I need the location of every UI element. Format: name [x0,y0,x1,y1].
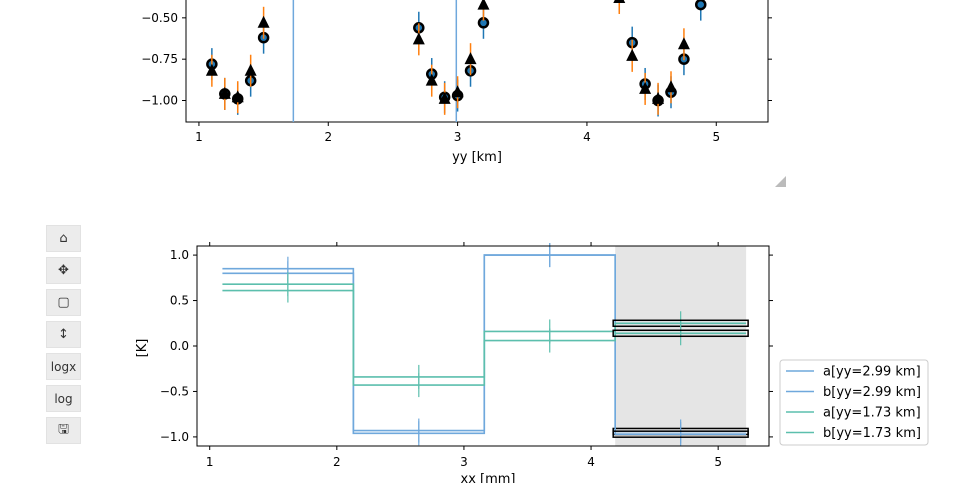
move-icon: ✥ [58,263,69,278]
data-point-triangle [464,52,477,65]
data-point-triangle [626,48,639,61]
pan-button[interactable]: ✥ [46,257,81,284]
legend-box [779,359,929,446]
x-tick-label: 2 [333,455,341,469]
x-tick-label: 3 [460,455,468,469]
highlighted-segment [612,329,749,338]
data-point-triangle [257,15,270,28]
y-tick-label: 1.0 [170,248,189,262]
legend-label: a[yy=1.73 km] [823,406,921,421]
y-tick-label: −0.50 [141,11,178,25]
home-button[interactable]: ⌂ [46,225,81,252]
save-icon: 🖫 [57,421,70,437]
zoom-button[interactable]: ▢ [46,289,81,316]
data-point-triangle [438,91,451,104]
x-tick-label: 2 [324,130,332,144]
top-plot-frame [185,0,769,123]
data-point-triangle [613,0,626,3]
x-tick-label: 1 [195,130,203,144]
data-point-triangle [205,63,218,76]
home-icon: ⌂ [59,231,68,246]
data-point-triangle [218,86,231,99]
data-point-triangle [665,80,677,93]
data-point-circle [694,0,707,11]
data-point-triangle [425,73,438,86]
x-tick-label: 1 [206,455,214,469]
y-tick-label: −0.5 [160,384,189,398]
save-button[interactable]: 🖫 [46,417,81,444]
x-tick-label: 5 [712,130,720,144]
data-point-triangle [244,63,257,76]
y-tick-label: −1.00 [141,94,178,108]
y-tick-label: 0.0 [170,339,189,353]
x-tick-label: 5 [714,455,722,469]
legend-label: b[yy=2.99 km] [823,385,921,400]
resize-grip-icon[interactable] [775,176,786,187]
y-tick-label: 0.5 [170,294,189,308]
log-button-label: log [54,391,73,406]
data-point-triangle [677,37,690,50]
vertical-arrows-icon: ↕ [58,327,69,342]
bottom-plot: 1 2 3 4 5 1.0 0.5 0.0 −0.5 −1.0 xx [mm] [K] [135,242,773,483]
bottom-xlabel: xx [mm] [461,472,516,483]
step-series-line [222,289,747,386]
top-plot: 1 2 3 4 5 −0.50 −0.75 −1.00 yy [km] [141,0,772,165]
shaded-region [615,246,747,446]
data-point-triangle [451,85,464,98]
legend-label: b[yy=1.73 km] [823,426,921,441]
legend-label: a[yy=2.99 km] [823,365,921,380]
x-tick-label: 4 [583,130,591,144]
logx-button[interactable]: logx [46,353,81,380]
bottom-ylabel: [K] [135,339,150,358]
yrange-button[interactable]: ↕ [46,321,81,348]
y-tick-label: −0.75 [141,52,178,66]
top-xlabel: yy [km] [452,150,502,165]
data-point-triangle [639,81,652,94]
highlighted-segment [612,430,749,438]
x-tick-label: 3 [454,130,462,144]
legend: a[yy=2.99 km] b[yy=2.99 km] a[yy=1.73 km] b… [779,359,929,446]
logx-button-label: logx [50,359,77,374]
x-tick-label: 4 [587,455,595,469]
data-point-triangle [231,90,244,103]
log-button[interactable]: log [46,385,81,412]
y-tick-label: −1.0 [160,430,189,444]
data-point-triangle [652,91,665,104]
data-point-triangle [412,32,425,45]
box-zoom-icon: ▢ [57,295,70,310]
data-point-triangle [477,0,490,10]
